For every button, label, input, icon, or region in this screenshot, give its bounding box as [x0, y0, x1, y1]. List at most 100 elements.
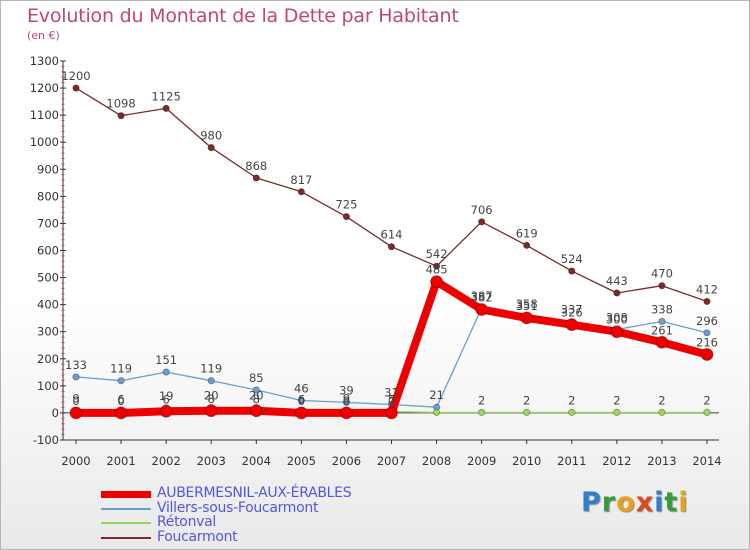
data-label: 19 — [159, 389, 174, 403]
data-point — [162, 368, 170, 376]
data-label: 46 — [294, 381, 309, 395]
data-label: 6 — [117, 392, 124, 406]
data-point — [207, 144, 215, 152]
data-point — [478, 218, 486, 226]
data-label: 0 — [72, 394, 79, 408]
data-point — [478, 408, 486, 416]
data-label: 338 — [651, 302, 673, 316]
y-tick-label: 500 — [37, 271, 59, 285]
logo-letter: i — [654, 487, 665, 518]
x-tick-label: 2011 — [557, 454, 586, 468]
data-label: 31 — [384, 386, 399, 400]
series-foucarmont — [72, 84, 711, 305]
data-label: 300 — [606, 313, 628, 327]
data-point — [342, 398, 351, 406]
data-label: 21 — [429, 388, 444, 402]
data-point — [700, 348, 714, 361]
y-tick-label: 1000 — [30, 135, 59, 149]
x-tick-label: 2005 — [287, 454, 316, 468]
data-point — [297, 188, 305, 196]
data-label: 2 — [568, 393, 575, 407]
y-tick-label: 700 — [37, 216, 59, 230]
data-point — [565, 318, 579, 332]
data-point — [658, 282, 666, 290]
data-point — [207, 377, 215, 385]
data-label: 2 — [478, 393, 485, 407]
axes: -100010020030040050060070080090010001100… — [30, 54, 722, 468]
series-line — [75, 87, 708, 303]
series-aubermesnil-aux-erables — [69, 275, 714, 420]
data-label: 542 — [426, 247, 448, 261]
data-point — [523, 408, 531, 416]
data-point — [703, 297, 711, 305]
legend-label: Foucarmont — [157, 528, 238, 545]
data-point — [340, 406, 353, 420]
data-label: 358 — [516, 297, 538, 311]
data-label: 151 — [155, 353, 177, 367]
data-label: 443 — [606, 274, 628, 288]
data-point — [117, 112, 125, 120]
x-tick-label: 2007 — [377, 454, 406, 468]
legend-swatch — [101, 507, 151, 510]
data-label: 119 — [110, 362, 132, 376]
chart-title: Evolution du Montant de la Dette par Hab… — [27, 5, 459, 27]
data-label: 6 — [162, 392, 169, 406]
data-label: 1098 — [106, 97, 135, 111]
data-point — [475, 303, 489, 316]
data-label: 470 — [651, 267, 673, 281]
unit-label: (en €) — [27, 29, 60, 42]
data-point — [430, 275, 443, 289]
data-label: 8 — [253, 392, 260, 406]
data-label: 20 — [249, 389, 264, 403]
logo-letter: t — [664, 487, 679, 518]
data-label: 308 — [606, 311, 628, 325]
data-point — [252, 174, 260, 182]
data-label: 39 — [339, 383, 354, 397]
data-label: 2 — [523, 393, 530, 407]
data-label: 382 — [471, 291, 493, 305]
y-tick-label: 400 — [37, 298, 59, 312]
data-label: 868 — [245, 159, 267, 173]
y-tick-label: 200 — [37, 352, 59, 366]
data-label: 6 — [298, 392, 305, 406]
y-tick-label: 1300 — [30, 54, 59, 68]
data-label: 817 — [290, 173, 312, 187]
data-label: 296 — [696, 314, 718, 328]
data-label: 326 — [561, 306, 583, 320]
y-tick-label: 900 — [37, 162, 59, 176]
data-point — [703, 408, 711, 416]
data-label: 85 — [249, 371, 264, 385]
logo-letter: r — [601, 487, 617, 518]
legend-label: Villers-sous-Foucarmont — [157, 499, 319, 516]
y-tick-label: 0 — [52, 406, 59, 420]
x-tick-label: 2006 — [332, 454, 361, 468]
data-point — [568, 408, 576, 416]
x-tick-label: 2010 — [512, 454, 541, 468]
data-label: 614 — [381, 228, 403, 242]
data-point — [658, 408, 666, 416]
data-label: 706 — [471, 203, 493, 217]
data-label: 5 — [388, 393, 395, 407]
data-label: 20 — [204, 389, 219, 403]
data-point — [613, 408, 621, 416]
data-point — [432, 262, 441, 270]
data-point — [294, 406, 308, 420]
data-point — [249, 404, 263, 418]
data-label: 351 — [516, 299, 538, 313]
data-label: 261 — [651, 323, 673, 337]
data-point — [610, 325, 624, 339]
data-label: 9 — [343, 391, 350, 405]
data-point — [385, 406, 398, 420]
y-tick-label: 1200 — [30, 81, 59, 95]
data-point — [613, 289, 621, 297]
data-point — [72, 373, 80, 381]
data-point — [162, 104, 170, 112]
data-label: 0 — [117, 394, 124, 408]
legend-swatch — [101, 490, 151, 498]
x-tick-label: 2008 — [422, 454, 451, 468]
logo-letter: P — [581, 487, 602, 518]
data-label: 1125 — [152, 89, 181, 103]
y-tick-label: 300 — [37, 325, 59, 339]
data-label: 8 — [208, 392, 215, 406]
data-label: 485 — [426, 263, 448, 277]
